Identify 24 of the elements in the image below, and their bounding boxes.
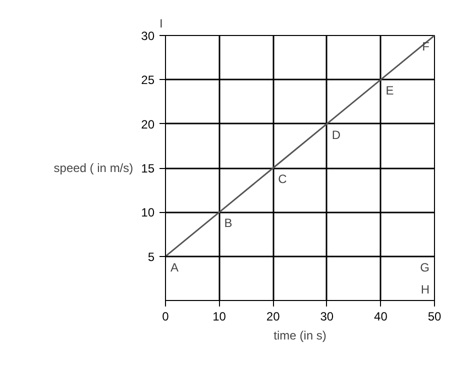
- annotation: B: [224, 216, 232, 230]
- y-tick-label: 30: [141, 29, 155, 43]
- y-tick-label: 20: [141, 117, 155, 132]
- line-series: [166, 36, 434, 258]
- x-tick-label: 30: [320, 310, 334, 324]
- x-tick-label: 50: [428, 310, 442, 324]
- y-axis-title: speed ( in m/s): [54, 161, 134, 175]
- annotation: G: [420, 260, 430, 274]
- x-tick-label: 10: [212, 310, 226, 324]
- annotation: A: [170, 260, 179, 274]
- y-tick-label: 5: [148, 250, 155, 264]
- annotation: F: [422, 40, 430, 54]
- x-tick-label: 0: [162, 310, 170, 324]
- annotation: E: [386, 84, 394, 98]
- annotation: C: [278, 172, 288, 186]
- x-axis-title: time (in s): [274, 328, 326, 342]
- annotation: D: [332, 128, 341, 142]
- x-tick-label: 20: [266, 310, 280, 324]
- y-tick-label: 15: [141, 162, 155, 176]
- y-tick-label: 25: [141, 73, 155, 88]
- text: I: [160, 16, 163, 30]
- x-tick-label: 40: [374, 310, 388, 324]
- y-tick-label: 10: [141, 206, 155, 220]
- annotation: H: [420, 282, 430, 296]
